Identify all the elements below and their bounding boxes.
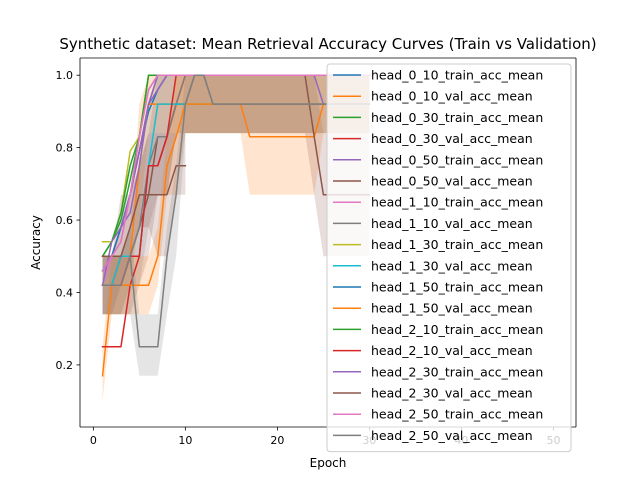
y-tick-label: 0.6 — [56, 214, 74, 227]
legend-entry: head_0_30_train_acc_mean — [371, 110, 543, 125]
series-lines — [101, 74, 371, 377]
legend: head_0_10_train_acc_mean head_0_10_val_ac… — [326, 63, 572, 453]
x-tick-label: 10 — [178, 434, 192, 447]
y-axis-ticks: 0.2 0.4 0.6 0.8 1.0 — [56, 69, 80, 372]
line-head_2_50_val_acc_mean — [101, 74, 371, 348]
y-tick-label: 1.0 — [56, 69, 74, 82]
band-head_0_50_val_acc_mean — [102, 75, 370, 315]
x-tick-label: 20 — [270, 434, 284, 447]
legend-entry: head_0_10_train_acc_mean — [371, 68, 543, 83]
chart-title: Synthetic dataset: Mean Retrieval Accura… — [59, 35, 596, 53]
legend-entry: head_1_50_val_acc_mean — [371, 301, 533, 316]
legend-entry: head_0_10_val_acc_mean — [371, 89, 533, 104]
band-head_1_10_val_acc_mean — [102, 75, 370, 315]
line-head_2_50_train_acc_mean — [101, 74, 371, 272]
legend-box — [326, 63, 572, 453]
line-head_2_30_val_acc_mean — [101, 164, 187, 258]
band-head_2_30_val_acc_mean — [102, 133, 186, 315]
legend-entry: head_0_50_train_acc_mean — [371, 152, 543, 167]
legend-entry: head_1_30_val_acc_mean — [371, 258, 533, 273]
legend-entry: head_0_30_val_acc_mean — [371, 131, 533, 146]
legend-entry: head_2_10_val_acc_mean — [371, 343, 533, 358]
legend-entry: head_1_30_train_acc_mean — [371, 237, 543, 252]
y-tick-label: 0.8 — [56, 142, 74, 155]
legend-entry: head_1_10_train_acc_mean — [371, 195, 543, 210]
legend-entry: head_1_10_val_acc_mean — [371, 216, 533, 231]
y-tick-label: 0.4 — [56, 286, 74, 299]
x-tick-label: 0 — [90, 434, 97, 447]
band-head_0_10_val_acc_mean — [102, 75, 370, 402]
legend-entry: head_1_50_train_acc_mean — [371, 280, 543, 295]
y-axis-label: Accuracy — [29, 215, 43, 270]
legend-entry: head_2_30_val_acc_mean — [371, 386, 533, 401]
y-tick-label: 0.2 — [56, 359, 74, 372]
band-head_1_50_val_acc_mean — [102, 75, 370, 315]
legend-entry: head_2_50_train_acc_mean — [371, 407, 543, 422]
legend-entry: head_0_50_val_acc_mean — [371, 174, 533, 189]
legend-entry: head_2_30_train_acc_mean — [371, 364, 543, 379]
x-axis-label: Epoch — [310, 456, 347, 470]
legend-entry: head_2_50_val_acc_mean — [371, 428, 533, 443]
legend-entry: head_2_10_train_acc_mean — [371, 322, 543, 337]
